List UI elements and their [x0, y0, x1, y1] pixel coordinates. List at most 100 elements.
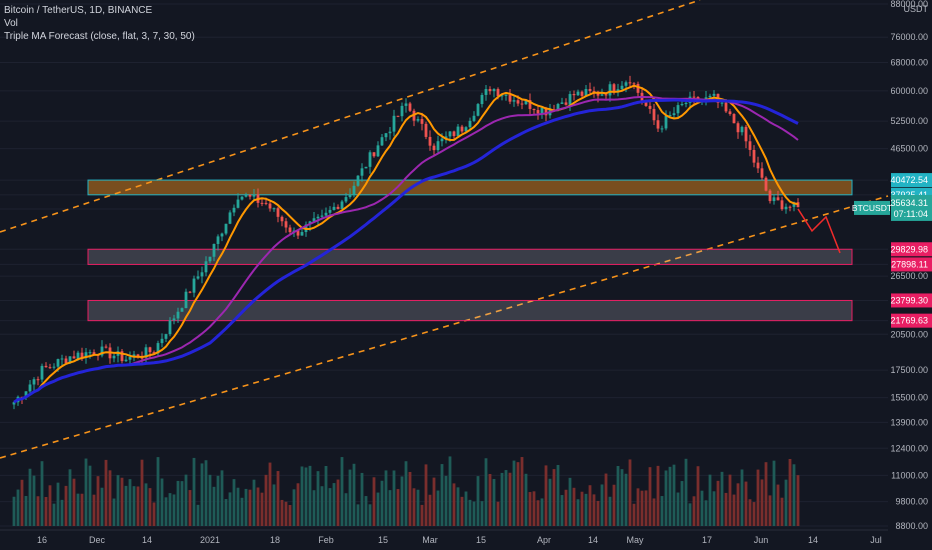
candle-body — [488, 89, 492, 92]
volume-bar — [272, 484, 276, 526]
volume-bar — [512, 460, 516, 526]
time-tick: Jun — [754, 535, 769, 545]
candle-body — [148, 347, 152, 353]
candle-body — [468, 120, 472, 128]
volume-bar — [76, 493, 80, 526]
volume-bar — [448, 456, 452, 526]
volume-bar — [668, 466, 672, 526]
candle-body — [576, 91, 580, 96]
candle-body — [680, 104, 684, 106]
candle-body — [632, 83, 636, 85]
candle-body — [36, 379, 40, 381]
volume-bar — [412, 488, 416, 526]
volume-bar — [232, 479, 236, 526]
volume-bar — [632, 503, 636, 526]
candle-body — [480, 94, 484, 105]
candle-body — [260, 202, 264, 204]
candle-body — [388, 131, 392, 134]
volume-bar — [692, 496, 696, 526]
candle-body — [612, 84, 616, 92]
volume-bar — [256, 487, 260, 526]
indicator-legend[interactable]: Triple MA Forecast (close, flat, 3, 7, 3… — [4, 31, 195, 42]
volume-bar — [440, 464, 444, 526]
volume-bar — [700, 490, 704, 526]
volume-bar — [300, 466, 304, 526]
channel-lower — [0, 195, 889, 459]
candle-body — [436, 141, 440, 151]
volume-bar — [380, 480, 384, 526]
time-tick: Dec — [89, 535, 106, 545]
zone-support-1[interactable] — [87, 248, 853, 265]
volume-bar — [492, 478, 496, 526]
candle-body — [760, 168, 764, 178]
volume-bar — [128, 479, 132, 526]
volume-bar — [408, 471, 412, 526]
candle-body — [156, 343, 160, 354]
volume-bar — [124, 485, 128, 526]
candle-body — [672, 113, 676, 116]
candle-body — [352, 185, 356, 195]
candle-body — [796, 202, 800, 208]
candle-body — [668, 115, 672, 117]
volume-bar — [756, 469, 760, 526]
volume-bar — [116, 475, 120, 526]
candle-body — [432, 145, 436, 151]
volume-bar — [24, 495, 28, 526]
volume-bar — [656, 465, 660, 526]
volume-bar — [680, 481, 684, 526]
symbol-title[interactable]: Bitcoin / TetherUS, 1D, BINANCE — [4, 5, 153, 16]
time-tick: Jul — [870, 535, 882, 545]
candle-body — [768, 190, 772, 202]
volume-bar — [564, 489, 568, 526]
volume-bar — [628, 459, 632, 526]
candle-body — [472, 115, 476, 121]
volume-bar — [104, 459, 108, 526]
candle-body — [336, 206, 340, 209]
time-axis[interactable]: 16 Dec 14 2021 18 Feb 15 Mar 15 Apr 14 May 17 Jun 14 Ju… — [0, 529, 888, 545]
candle-body — [392, 115, 396, 132]
volume-bar — [728, 474, 732, 526]
volume-bar — [768, 495, 772, 526]
candle-body — [364, 166, 368, 169]
volume-bar — [168, 493, 172, 526]
zone-resistance[interactable] — [87, 179, 853, 196]
volume-bar — [760, 479, 764, 526]
candle-body — [508, 94, 512, 102]
zone-support-2[interactable] — [87, 299, 853, 322]
volume-bar — [344, 493, 348, 526]
candle-body — [736, 123, 740, 133]
volume-bar — [140, 459, 144, 526]
candle-body — [144, 347, 148, 358]
candle-body — [788, 206, 792, 208]
volume-bar — [364, 496, 368, 526]
candle-body — [284, 221, 288, 228]
volume-bar — [228, 492, 232, 526]
volume-legend[interactable]: Vol — [4, 18, 18, 29]
volume-bar — [388, 490, 392, 526]
trend-channel — [0, 0, 889, 459]
currency-label: USDT — [904, 4, 929, 14]
volume-bar — [396, 489, 400, 526]
candle-body — [460, 126, 464, 132]
volume-bar — [464, 491, 468, 526]
candle-body — [12, 402, 16, 405]
candle-body — [476, 104, 480, 116]
candle-body — [792, 202, 796, 207]
volume-bar — [192, 457, 196, 526]
candlesticks — [12, 75, 800, 410]
candle-body — [328, 209, 332, 213]
volume-bar — [320, 486, 324, 526]
volume-bar — [212, 486, 216, 526]
price-tick: 11000.00 — [891, 470, 928, 480]
candle-body — [572, 94, 576, 96]
volume-bar — [752, 502, 756, 526]
candle-body — [744, 126, 748, 142]
volume-bar — [420, 504, 424, 526]
price-axis[interactable]: 88000.00 76000.00 68000.00 60000.00 52500.00… — [852, 0, 932, 531]
volume-bar — [788, 458, 792, 526]
price-tick: 52500.00 — [890, 116, 928, 126]
volume-bar — [604, 473, 608, 526]
current-price-countdown: 07:11:04 — [894, 209, 928, 219]
candle-body — [568, 94, 572, 105]
